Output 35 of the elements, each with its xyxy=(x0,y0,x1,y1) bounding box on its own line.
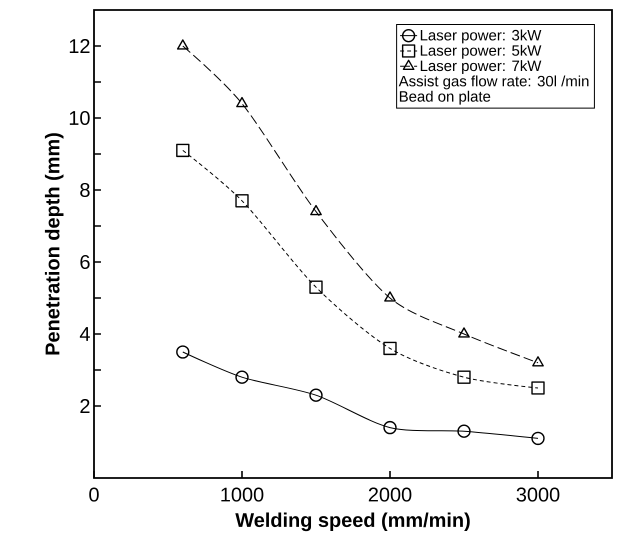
annotation: Bead on plate xyxy=(400,90,490,105)
point xyxy=(531,381,545,395)
y-tick-label: 10 xyxy=(70,110,90,126)
point xyxy=(531,432,545,446)
point xyxy=(176,39,189,50)
point xyxy=(384,291,396,302)
x-tick-label: 0 xyxy=(89,488,99,502)
annotation: Assist gas flow rate: 30l /min xyxy=(398,75,588,90)
y-axis-title: Penetration depth (mm) xyxy=(44,133,64,354)
point xyxy=(457,424,471,438)
legend-label: Laser power: 3kW xyxy=(420,30,542,44)
point xyxy=(176,144,190,158)
x-tick-label: 2000 xyxy=(368,488,412,502)
y-tick-label: 6 xyxy=(80,254,90,270)
x-tick-label: 3000 xyxy=(516,488,560,502)
point xyxy=(457,370,471,384)
y-tick-label: 2 xyxy=(80,399,90,413)
point xyxy=(383,420,397,434)
point xyxy=(309,280,323,294)
legend-label: Laser power: 7kW xyxy=(420,60,542,74)
point xyxy=(383,342,397,356)
point xyxy=(310,204,322,216)
point xyxy=(532,356,544,366)
x-tick-label: 1000 xyxy=(221,488,264,502)
point xyxy=(235,194,249,208)
point xyxy=(309,388,323,402)
point xyxy=(458,327,470,338)
point xyxy=(176,345,190,359)
y-tick-label: 4 xyxy=(80,327,90,341)
y-tick-label: 12 xyxy=(70,39,90,53)
legend-label: Laser power: 5kW xyxy=(420,44,542,59)
y-tick-label: 8 xyxy=(80,182,90,198)
point xyxy=(236,96,248,108)
point xyxy=(235,370,249,384)
x-axis-title: Welding speed (mm/min) xyxy=(235,512,470,532)
